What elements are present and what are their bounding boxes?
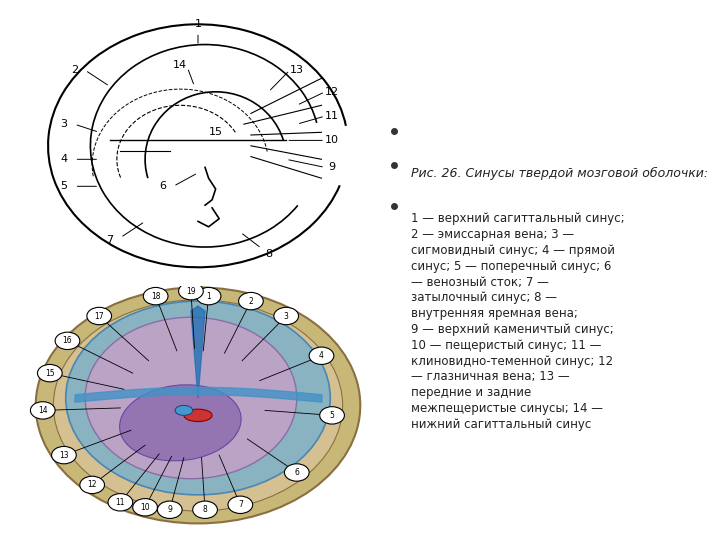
Text: 10: 10 bbox=[325, 136, 339, 145]
Circle shape bbox=[143, 287, 168, 305]
Text: — глазничная вена; 13 —: — глазничная вена; 13 — bbox=[411, 370, 570, 383]
Circle shape bbox=[228, 496, 253, 514]
Text: 9 — верхний каменичтый синус;: 9 — верхний каменичтый синус; bbox=[411, 323, 613, 336]
Text: затылочный синус; 8 —: затылочный синус; 8 — bbox=[411, 292, 557, 305]
Text: 19: 19 bbox=[186, 287, 196, 296]
Text: 8: 8 bbox=[265, 249, 272, 259]
Circle shape bbox=[238, 292, 264, 310]
Ellipse shape bbox=[184, 409, 212, 422]
Text: передние и задние: передние и задние bbox=[411, 386, 531, 399]
Circle shape bbox=[30, 402, 55, 419]
Text: 4: 4 bbox=[319, 351, 324, 360]
Circle shape bbox=[132, 498, 158, 516]
Text: Рис. 26. Синусы твердой мозговой оболочки:: Рис. 26. Синусы твердой мозговой оболочк… bbox=[411, 167, 708, 180]
Text: синус; 5 — поперечный синус; 6: синус; 5 — поперечный синус; 6 bbox=[411, 260, 611, 273]
Text: 10 — пещеристый синус; 11 —: 10 — пещеристый синус; 11 — bbox=[411, 339, 601, 352]
Text: 9: 9 bbox=[167, 505, 172, 514]
Text: клиновидно-теменной синус; 12: клиновидно-теменной синус; 12 bbox=[411, 355, 613, 368]
Text: 10: 10 bbox=[140, 503, 150, 512]
Circle shape bbox=[320, 407, 344, 424]
Ellipse shape bbox=[53, 300, 343, 511]
Text: 12: 12 bbox=[87, 481, 97, 489]
Text: 14: 14 bbox=[174, 60, 187, 70]
Circle shape bbox=[37, 364, 62, 382]
Text: сигмовидный синус; 4 — прямой: сигмовидный синус; 4 — прямой bbox=[411, 244, 615, 257]
Text: 1: 1 bbox=[206, 292, 211, 301]
Text: 14: 14 bbox=[38, 406, 48, 415]
Text: межпещеристые синусы; 14 —: межпещеристые синусы; 14 — bbox=[411, 402, 603, 415]
Ellipse shape bbox=[36, 287, 360, 523]
Text: 13: 13 bbox=[59, 450, 68, 460]
Ellipse shape bbox=[175, 406, 193, 415]
Text: — венозный сток; 7 —: — венозный сток; 7 — bbox=[411, 275, 549, 288]
Circle shape bbox=[80, 476, 104, 494]
Circle shape bbox=[52, 447, 76, 464]
Circle shape bbox=[55, 332, 80, 349]
Text: 8: 8 bbox=[203, 505, 207, 514]
Text: 13: 13 bbox=[289, 65, 304, 75]
Text: 12: 12 bbox=[325, 87, 339, 97]
Text: нижний сагиттальный синус: нижний сагиттальный синус bbox=[411, 418, 591, 431]
Text: 1 — верхний сагиттальный синус;: 1 — верхний сагиттальный синус; bbox=[411, 212, 624, 225]
Circle shape bbox=[108, 494, 132, 511]
Circle shape bbox=[309, 347, 334, 365]
Text: 1: 1 bbox=[194, 19, 202, 29]
Circle shape bbox=[158, 501, 182, 518]
Text: 6: 6 bbox=[159, 181, 166, 191]
Ellipse shape bbox=[120, 385, 241, 461]
Ellipse shape bbox=[66, 301, 330, 495]
Text: 7: 7 bbox=[107, 235, 113, 245]
Text: 15: 15 bbox=[209, 127, 222, 137]
Circle shape bbox=[193, 501, 217, 518]
Circle shape bbox=[197, 287, 221, 305]
Circle shape bbox=[87, 307, 112, 325]
Text: 5: 5 bbox=[60, 181, 68, 191]
Text: внутренняя яремная вена;: внутренняя яремная вена; bbox=[411, 307, 577, 320]
Text: 4: 4 bbox=[60, 154, 68, 164]
Text: 17: 17 bbox=[94, 312, 104, 321]
Circle shape bbox=[284, 464, 309, 481]
Text: 3: 3 bbox=[60, 119, 68, 129]
Text: 6: 6 bbox=[294, 468, 300, 477]
Text: 2: 2 bbox=[71, 65, 78, 75]
Circle shape bbox=[274, 307, 299, 325]
Text: 3: 3 bbox=[284, 312, 289, 321]
Text: 15: 15 bbox=[45, 369, 55, 377]
Text: 11: 11 bbox=[325, 111, 339, 121]
Ellipse shape bbox=[85, 317, 297, 479]
Text: 18: 18 bbox=[151, 292, 161, 301]
Text: 16: 16 bbox=[63, 336, 72, 346]
Text: 5: 5 bbox=[330, 411, 335, 420]
Text: 2 — эмиссарная вена; 3 —: 2 — эмиссарная вена; 3 — bbox=[411, 228, 574, 241]
Circle shape bbox=[179, 282, 203, 300]
Polygon shape bbox=[191, 306, 205, 398]
Text: 7: 7 bbox=[238, 500, 243, 509]
Text: 2: 2 bbox=[248, 296, 253, 306]
Text: 11: 11 bbox=[116, 498, 125, 507]
Text: 9: 9 bbox=[328, 163, 336, 172]
